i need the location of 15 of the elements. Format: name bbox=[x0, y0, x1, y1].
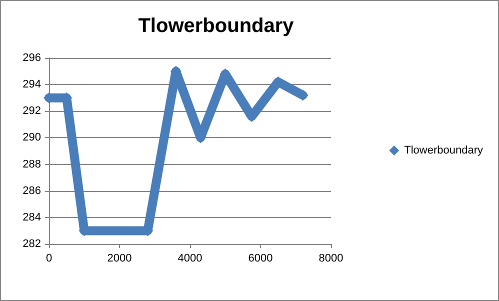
x-tick-label: 8000 bbox=[318, 252, 344, 264]
y-tick-label: 294 bbox=[22, 78, 41, 91]
y-tick-label: 288 bbox=[22, 158, 41, 170]
y-tick-label: 286 bbox=[22, 184, 41, 197]
x-tick-label: 0 bbox=[46, 252, 52, 264]
x-tick-label: 4000 bbox=[178, 252, 202, 264]
y-tick-label: 282 bbox=[22, 238, 41, 250]
x-tick-label: 6000 bbox=[248, 252, 273, 264]
y-tick-label: 292 bbox=[22, 105, 41, 118]
legend-label: Tlowerboundary bbox=[404, 144, 484, 156]
chart-title: Tlowerboundary bbox=[138, 15, 295, 37]
y-tick-label: 296 bbox=[22, 52, 41, 64]
y-tick-label: 290 bbox=[22, 132, 41, 144]
y-tick-label: 284 bbox=[22, 211, 41, 224]
x-tick-label: 2000 bbox=[107, 252, 132, 264]
